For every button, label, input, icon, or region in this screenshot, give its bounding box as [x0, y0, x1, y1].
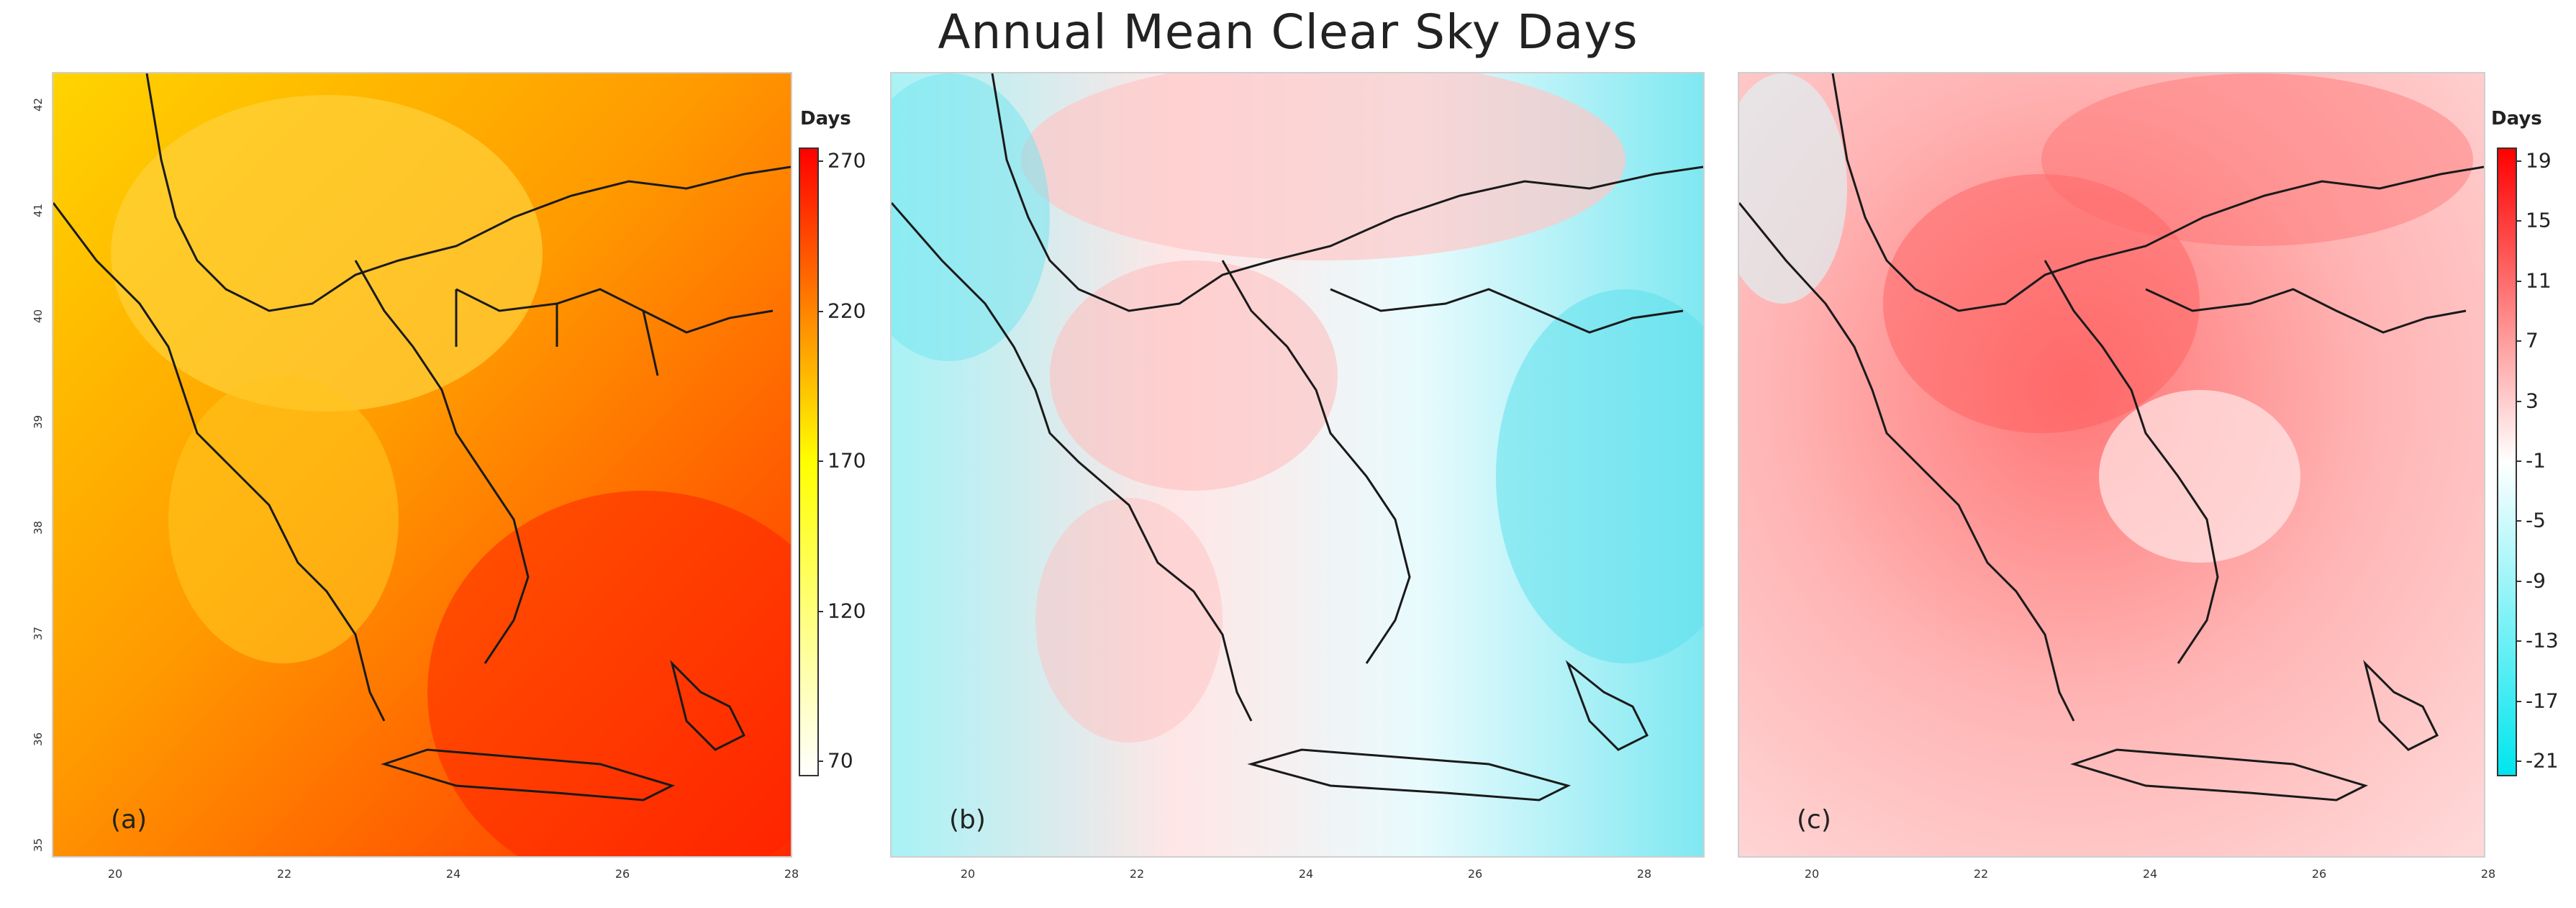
map-b-svg	[892, 73, 1703, 856]
figure-title: Annual Mean Clear Sky Days	[938, 4, 1638, 60]
colorbar-c-title: Days	[2491, 108, 2542, 130]
colorbar-a	[799, 147, 819, 776]
colorbar-tick-mark	[819, 160, 823, 162]
colorbar-tick-mark	[2517, 640, 2521, 643]
colorbar-tick-label: 120	[827, 599, 866, 622]
map-panel-c: (c)	[1738, 72, 2485, 858]
colorbar-tick-label: 3	[2526, 389, 2539, 413]
colorbar-tick-mark	[2517, 160, 2521, 162]
colorbar-tick-label: -13	[2526, 628, 2559, 653]
colorbar-tick-mark	[2517, 520, 2521, 522]
weak-region-c1	[1739, 73, 1847, 304]
colorbar-tick-mark	[819, 610, 823, 612]
colorbar-tick-label: -9	[2526, 568, 2546, 593]
lon-label: 22	[1973, 867, 1989, 881]
colorbar-tick-label: 70	[827, 748, 853, 773]
strong-positive-c1	[1883, 174, 2200, 433]
lat-label: 40	[32, 309, 45, 323]
lat-label: 38	[32, 520, 45, 535]
lon-label: 22	[276, 867, 292, 881]
colorbar-tick-label: 11	[2526, 268, 2552, 293]
colorbar-tick-mark	[819, 460, 823, 462]
positive-region-b3	[1035, 498, 1223, 743]
panel-label-c: (c)	[1797, 805, 1831, 835]
lat-label: 41	[32, 203, 45, 217]
lat-label: 37	[32, 626, 45, 640]
lat-label: 42	[32, 97, 45, 112]
lon-label: 22	[1129, 867, 1145, 881]
colorbar-tick-mark	[2517, 280, 2521, 282]
negative-region-b1	[1496, 289, 1703, 663]
coastlines-c	[1739, 73, 2484, 802]
map-panel-a: (a)	[52, 72, 792, 858]
colorbar-tick-label: 270	[827, 148, 866, 173]
colorbar-tick-mark	[2517, 761, 2521, 762]
colorbar-tick-mark	[2517, 700, 2521, 702]
lon-label: 28	[2480, 867, 2496, 881]
colorbar-tick-mark	[2517, 400, 2521, 402]
lat-label: 39	[32, 414, 45, 429]
colorbar-tick-label: -5	[2526, 508, 2546, 532]
colorbar-tick-label: 19	[2526, 148, 2552, 173]
colorbar-tick-mark	[2517, 340, 2521, 342]
lon-label: 28	[784, 867, 799, 881]
lat-label: 36	[32, 732, 45, 746]
lat-label: 35	[32, 837, 45, 852]
lon-label: 28	[1636, 867, 1652, 881]
strong-positive-c2	[2041, 73, 2473, 246]
colorbar-tick-label: 220	[827, 299, 866, 322]
colorbar-tick-mark	[2517, 580, 2521, 582]
coastlines-b	[892, 73, 1703, 802]
land-highlight-a2	[168, 376, 399, 663]
lon-label: 24	[1298, 867, 1314, 881]
colorbar-tick-mark	[819, 310, 823, 312]
colorbar-tick-label: -17	[2526, 689, 2559, 713]
land-highlight-a1	[111, 95, 543, 412]
map-c-svg	[1739, 73, 2484, 856]
panel-label-a: (a)	[111, 805, 148, 835]
colorbar-c	[2497, 147, 2517, 776]
colorbar-tick-mark	[819, 761, 823, 762]
negative-region-b2	[892, 73, 1050, 361]
colorbar-tick-mark	[2517, 220, 2521, 222]
lon-label: 20	[1804, 867, 1820, 881]
weak-region-c2	[2099, 390, 2300, 563]
colorbar-a-title: Days	[800, 108, 851, 130]
positive-region-b1	[1021, 73, 1625, 260]
coastlines-a	[53, 73, 791, 802]
map-panel-b: (b)	[890, 72, 1705, 858]
lon-label: 24	[445, 867, 461, 881]
lon-label: 24	[2142, 867, 2158, 881]
sea-red-a	[427, 491, 791, 856]
colorbar-tick-label: 170	[827, 448, 866, 473]
lon-label: 20	[960, 867, 976, 881]
colorbar-tick-mark	[2517, 460, 2521, 462]
lon-label: 26	[2311, 867, 2327, 881]
colorbar-tick-label: 7	[2526, 328, 2539, 353]
positive-region-b2	[1050, 260, 1338, 491]
colorbar-tick-label: -1	[2526, 448, 2546, 473]
lon-label: 26	[1467, 867, 1483, 881]
colorbar-tick-label: -21	[2526, 748, 2559, 773]
lon-label: 20	[107, 867, 123, 881]
panel-label-b: (b)	[949, 805, 986, 835]
lon-label: 26	[614, 867, 630, 881]
map-a-svg	[53, 73, 791, 856]
colorbar-tick-label: 15	[2526, 208, 2552, 232]
